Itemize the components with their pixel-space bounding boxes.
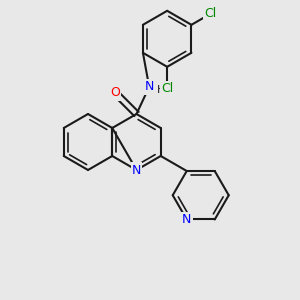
Text: Cl: Cl: [161, 82, 173, 95]
Text: Cl: Cl: [204, 7, 217, 20]
Text: H: H: [157, 85, 166, 95]
Text: N: N: [132, 164, 141, 176]
Text: N: N: [145, 80, 154, 93]
Text: O: O: [110, 86, 120, 99]
Text: N: N: [182, 213, 191, 226]
